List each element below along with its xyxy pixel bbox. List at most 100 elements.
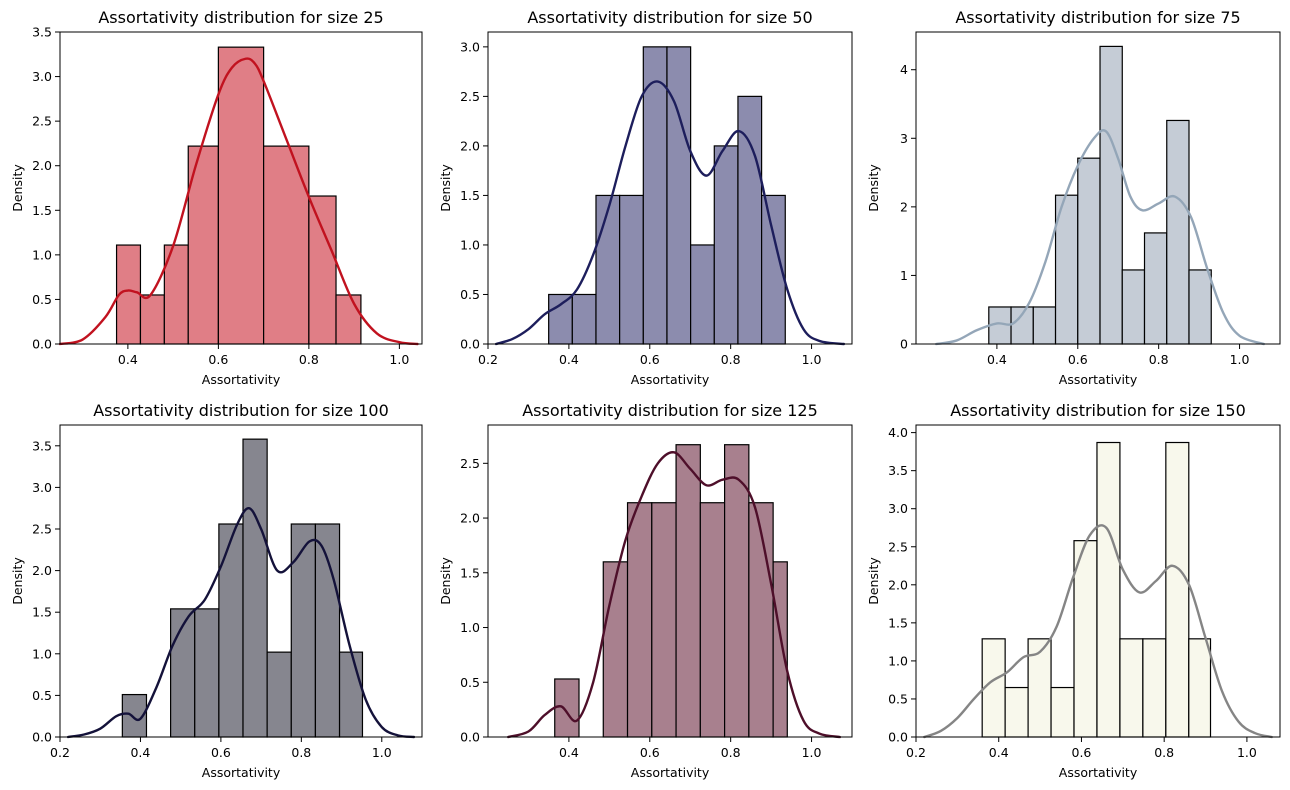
y-tick-label: 3.0: [32, 69, 52, 84]
y-axis-label: Density: [10, 557, 25, 605]
histogram-bar: [1121, 269, 1146, 345]
kde-curve: [507, 451, 842, 739]
histogram-bar: [1188, 638, 1212, 738]
x-tick-label: 0.4: [559, 352, 579, 367]
histogram-bar: [266, 651, 292, 738]
y-tick-label: 3.0: [32, 480, 52, 495]
histogram-bar: [626, 502, 653, 738]
y-axis-label: Density: [438, 164, 453, 212]
chart-panel-6: 0.2 0.4 0.6 0.8 1.0 0.0 0.5 1.0 1.5 2.0 2.5 3.0 3.5 4…: [866, 401, 1281, 780]
histogram-bar: [335, 294, 362, 345]
plot-area-frame: [487, 31, 853, 345]
x-axis-label: Assortativity: [1059, 372, 1138, 387]
y-tick-label: 1.0: [32, 247, 52, 262]
chart-panel-5: 0.4 0.6 0.8 1.0 0.0 0.5 1.0 1.5 2.0 2.5 Assortativ…: [438, 401, 853, 780]
x-tick-label: 0.6: [208, 352, 228, 367]
histogram-bar: [666, 46, 692, 345]
histogram-bar: [548, 293, 573, 345]
histogram-bar: [1188, 269, 1212, 345]
histogram-bar: [290, 523, 317, 738]
x-tick-label: 0.6: [640, 745, 660, 760]
y-tick-label: 3: [900, 131, 908, 146]
y-tick-label: 3.5: [32, 438, 52, 453]
chart-title: Assortativity distribution for size 25: [98, 8, 383, 27]
y-tick-label: 2.5: [460, 89, 480, 104]
plot-area-frame: [915, 424, 1281, 738]
x-tick-label: 1.0: [1237, 745, 1257, 760]
y-tick-label: 0.5: [888, 691, 908, 706]
y-tick-label: 0.0: [32, 730, 52, 745]
y-tick-label: 4: [900, 62, 908, 77]
y-tick-label: 2.5: [32, 114, 52, 129]
y-axis-label: Density: [10, 164, 25, 212]
y-tick-label: 0.5: [32, 292, 52, 307]
x-tick-label: 0.4: [559, 745, 579, 760]
y-tick-label: 0.5: [32, 688, 52, 703]
x-tick-label: 1.0: [802, 745, 822, 760]
y-tick-label: 1.5: [888, 615, 908, 630]
histogram-bar: [1032, 306, 1057, 345]
y-tick-label: 2.0: [32, 563, 52, 578]
y-tick-label: 0.5: [460, 287, 480, 302]
y-tick-label: 0.0: [32, 337, 52, 352]
histogram-bar: [723, 444, 750, 738]
x-axis-label: Assortativity: [1059, 765, 1138, 780]
y-tick-label: 2.0: [32, 158, 52, 173]
chart-title: Assortativity distribution for size 75: [955, 8, 1240, 27]
x-tick-label: 0.2: [50, 745, 70, 760]
histogram-bar: [595, 194, 621, 345]
y-tick-label: 1.0: [32, 646, 52, 661]
y-tick-label: 1.5: [460, 565, 480, 580]
histogram-bar: [571, 293, 597, 345]
histogram-bar: [651, 502, 677, 738]
histogram-bar: [690, 244, 715, 345]
x-tick-label: 0.6: [1068, 352, 1088, 367]
y-tick-label: 1: [900, 268, 908, 283]
histogram-bar: [217, 46, 265, 345]
histogram-bar: [772, 561, 788, 738]
histogram-bar: [194, 608, 220, 738]
kde-curve: [935, 129, 1266, 346]
y-tick-label: 0.5: [460, 675, 480, 690]
kde-curve: [58, 57, 419, 346]
histogram-bar: [737, 95, 763, 345]
histogram-bar: [1099, 45, 1123, 345]
histogram-bar: [263, 145, 310, 345]
x-axis-label: Assortativity: [631, 372, 710, 387]
histogram-bar: [1096, 441, 1121, 738]
kde-curve: [66, 507, 416, 739]
x-tick-label: 0.2: [906, 745, 926, 760]
y-tick-label: 1.0: [460, 620, 480, 635]
y-axis-label: Density: [438, 557, 453, 605]
plot-area-frame: [915, 31, 1281, 345]
x-tick-label: 0.2: [478, 352, 498, 367]
kde-curve: [923, 524, 1273, 739]
x-tick-label: 0.8: [299, 352, 319, 367]
x-tick-label: 1.0: [389, 352, 409, 367]
y-tick-label: 2.5: [460, 456, 480, 471]
x-tick-label: 1.0: [802, 352, 822, 367]
x-tick-label: 0.4: [118, 352, 138, 367]
y-tick-label: 2.0: [460, 138, 480, 153]
y-tick-label: 3.5: [888, 463, 908, 478]
y-tick-label: 1.5: [460, 188, 480, 203]
y-tick-label: 2.5: [888, 539, 908, 554]
x-tick-label: 0.8: [721, 745, 741, 760]
y-tick-label: 2.0: [888, 577, 908, 592]
x-tick-label: 0.4: [987, 352, 1007, 367]
chart-title: Assortativity distribution for size 50: [527, 8, 812, 27]
histogram-bar: [675, 444, 701, 738]
histogram-bar: [1142, 638, 1167, 738]
y-tick-label: 2.0: [460, 511, 480, 526]
histogram-bar: [713, 145, 739, 345]
histogram-bar: [1165, 441, 1190, 738]
histogram-bar: [1077, 157, 1101, 345]
x-tick-label: 1.0: [372, 745, 392, 760]
x-tick-label: 0.4: [130, 745, 150, 760]
histogram-bar: [619, 194, 644, 345]
y-tick-label: 0: [900, 337, 908, 352]
histogram-bar: [602, 561, 629, 738]
chart-panel-1: 0.4 0.6 0.8 1.0 0.0 0.5 1.0 1.5 2.0 2.5 3.0 3.5 Asso…: [10, 8, 423, 387]
x-tick-label: 0.8: [1149, 352, 1169, 367]
